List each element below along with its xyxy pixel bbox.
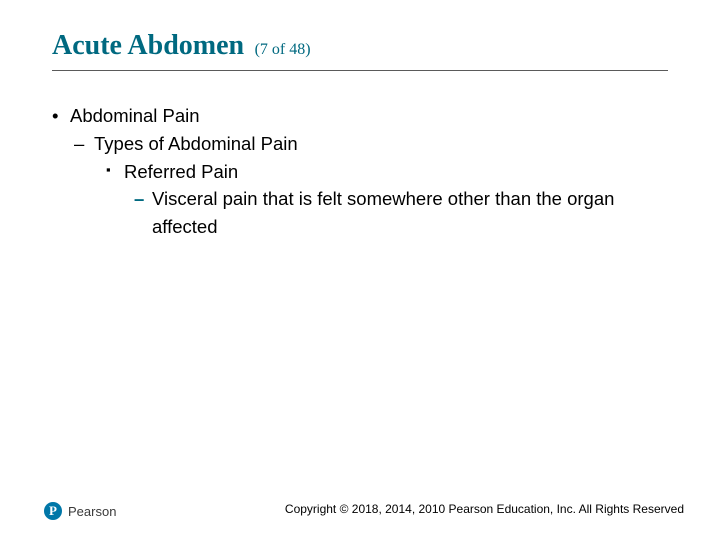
- bullet-level-2: Types of Abdominal Pain: [52, 130, 668, 158]
- bullet-level-1: Abdominal Pain: [52, 102, 668, 130]
- bullet-level-4: Visceral pain that is felt somewhere oth…: [52, 185, 668, 241]
- bullet-text: Types of Abdominal Pain: [94, 133, 298, 154]
- bullet-text: Referred Pain: [124, 161, 238, 182]
- slide-container: Acute Abdomen (7 of 48) Abdominal Pain T…: [0, 0, 720, 540]
- copyright-text: Copyright © 2018, 2014, 2010 Pearson Edu…: [285, 502, 684, 516]
- bullet-text: Visceral pain that is felt somewhere oth…: [152, 188, 614, 237]
- slide-title: Acute Abdomen (7 of 48): [52, 30, 311, 62]
- bullet-text: Abdominal Pain: [70, 105, 200, 126]
- pearson-logo: P Pearson: [44, 502, 116, 520]
- title-main: Acute Abdomen: [52, 30, 244, 61]
- title-underline: [52, 70, 668, 71]
- title-count: (7 of 48): [255, 41, 311, 58]
- pearson-logo-text: Pearson: [68, 504, 116, 519]
- footer: P Pearson Copyright © 2018, 2014, 2010 P…: [0, 494, 720, 540]
- bullet-level-3: Referred Pain: [52, 158, 668, 186]
- pearson-logo-icon: P: [44, 502, 62, 520]
- content-area: Abdominal Pain Types of Abdominal Pain R…: [52, 102, 668, 241]
